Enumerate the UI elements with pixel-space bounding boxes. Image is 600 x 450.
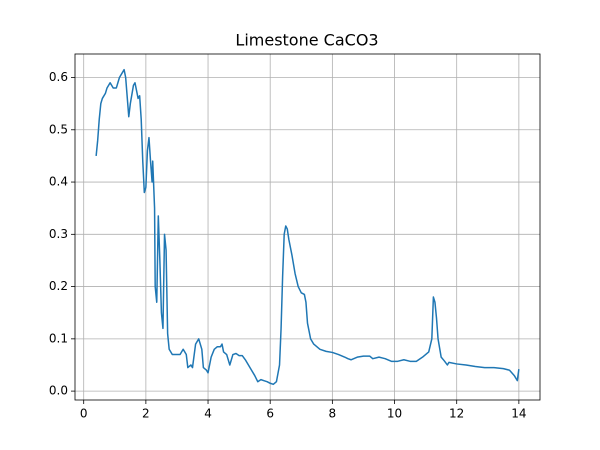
y-tick-label: 0.4 — [49, 175, 68, 189]
y-tick-label: 0.1 — [49, 331, 68, 345]
x-tick-label: 10 — [387, 407, 402, 421]
x-tick-label: 2 — [142, 407, 150, 421]
chart-title: Limestone CaCO3 — [235, 31, 378, 50]
x-tick-label: 12 — [449, 407, 464, 421]
x-tick-label: 4 — [204, 407, 212, 421]
axes-frame — [74, 53, 541, 401]
y-tick-label: 0.5 — [49, 122, 68, 136]
x-tick-label: 6 — [266, 407, 274, 421]
line-series — [95, 68, 520, 386]
y-tick-label: 0.2 — [49, 279, 68, 293]
x-tick-label: 14 — [511, 407, 526, 421]
y-tick-label: 0.0 — [49, 384, 68, 398]
x-tick-label: 0 — [80, 407, 88, 421]
y-tick-label: 0.6 — [49, 70, 68, 84]
y-tick-label: 0.3 — [49, 227, 68, 241]
x-tick-label: 8 — [329, 407, 337, 421]
